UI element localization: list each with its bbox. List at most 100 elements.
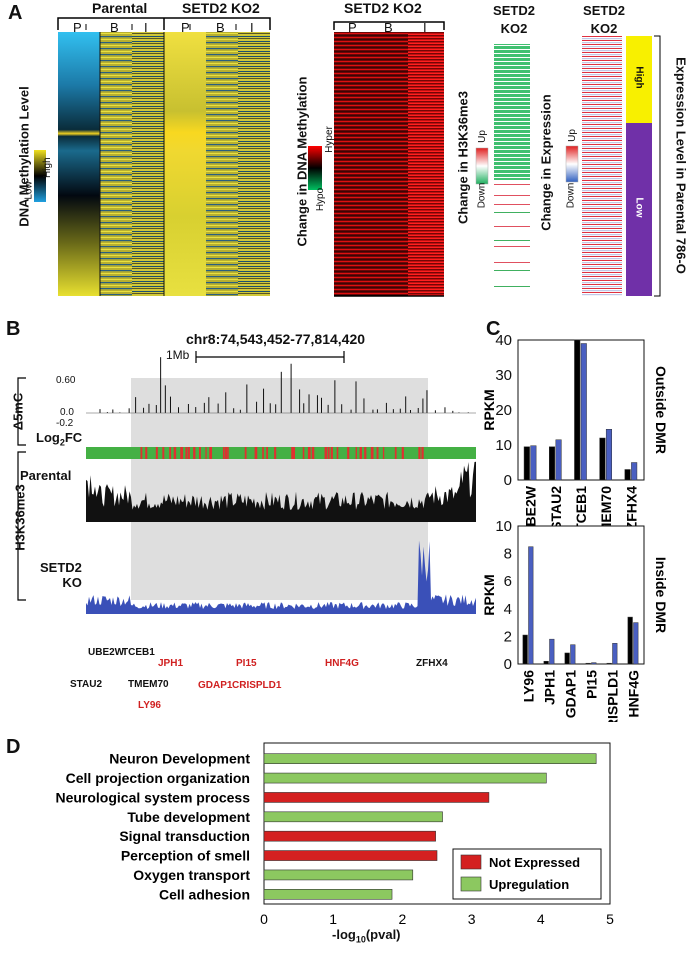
category-label: Neuron Development	[109, 751, 250, 767]
expression-down-label: Down	[565, 182, 577, 209]
heatmap2-title: SETD2 KO2	[344, 0, 422, 16]
category-label: Perception of smell	[121, 848, 250, 864]
x-tick-label: 3	[468, 911, 476, 927]
panel-a-label: A	[8, 2, 23, 24]
col-label-p2: P	[181, 20, 190, 35]
y-tick-label: 0	[504, 656, 512, 673]
expression-level-axis-label: Expression Level in Parental 786-O	[673, 57, 689, 274]
methylation-low-label: Low	[23, 181, 35, 200]
heatmap2-col-p: P	[348, 20, 357, 35]
y-tick-label: 10	[495, 437, 512, 454]
col-label-p1: P	[73, 20, 82, 35]
log2fc-bar	[180, 447, 184, 459]
bar-neuron-development	[263, 753, 597, 764]
category-label: Cell adhesion	[159, 886, 250, 902]
log2fc-bar	[376, 447, 379, 459]
gene-tmem70: TMEM70	[128, 679, 169, 690]
heatmap3-title: SETD2 KO2	[493, 3, 535, 36]
log2fc-bar	[382, 447, 385, 459]
bar-parental	[523, 446, 530, 481]
bar-parental	[549, 446, 556, 481]
y-tick-label: 0	[504, 472, 512, 489]
methylation-high-text: High	[42, 157, 53, 178]
hyper-label: Hyper	[323, 126, 335, 153]
gene-zfhx4: ZFHX4	[416, 658, 448, 669]
bar-oxygen-transport	[263, 869, 414, 881]
log2fc-bar	[330, 447, 333, 459]
legend-swatch	[460, 876, 482, 892]
log2fc-bar	[244, 447, 247, 459]
scale-bar-label: 1Mb	[166, 348, 190, 362]
delta5mc-ymax: 0.60	[56, 375, 76, 386]
bar-neurological-system-process	[263, 792, 490, 803]
y-axis-label: RPKM	[481, 574, 497, 615]
change-expression-axis-label: Change in Expression	[538, 94, 554, 231]
chart-title: Inside DMR	[653, 557, 669, 633]
log2fc-bar	[302, 447, 305, 459]
log2fc-bar	[291, 447, 294, 459]
log2fc-bar	[311, 447, 315, 459]
gene-pi15: PI15	[236, 658, 257, 669]
bar-setd2-ko	[555, 439, 562, 481]
chart-c-frame	[517, 525, 645, 665]
y-tick-label: 2	[504, 628, 512, 645]
log2fc-bar	[145, 447, 148, 459]
y-tick-label: 6	[504, 573, 512, 590]
col-label-i2: I	[250, 20, 254, 35]
category-label: Signal transduction	[119, 828, 250, 844]
gene-crispld1: CRISPLD1	[232, 680, 282, 691]
legend-label: Upregulation	[489, 877, 569, 892]
bar-parental	[522, 634, 528, 665]
category-label: CRISPLD1	[605, 670, 621, 722]
bar-setd2-ko	[612, 643, 618, 665]
panel-b-label: B	[6, 318, 21, 340]
setd2ko-track	[86, 540, 476, 614]
heatmap1-group-setd2ko: SETD2 KO2	[182, 0, 260, 16]
y-tick-label: 10	[495, 518, 512, 535]
log2fc-bar	[155, 447, 158, 459]
bar-parental	[606, 662, 612, 665]
bar-parental	[599, 437, 606, 481]
y-tick-label: 4	[504, 601, 512, 618]
bar-setd2-ko	[570, 644, 576, 665]
methylation-axis-label: DNA Methylation Level	[16, 86, 32, 227]
log2fc-bars	[140, 447, 424, 459]
bar-setd2-ko	[530, 445, 537, 481]
log2fc-bar	[225, 447, 228, 459]
log2fc-bar	[198, 447, 201, 459]
panel-b-tracks	[17, 351, 476, 614]
category-label: LY96	[521, 670, 537, 702]
bar-parental	[564, 652, 570, 665]
x-tick-label: 5	[606, 911, 614, 927]
panel-d-chart: 0 1 2 3 4 5 Neuron Development Cell projection …	[55, 742, 614, 927]
log2fc-bar	[364, 447, 367, 459]
bar-setd2-ko	[633, 622, 639, 665]
log2fc-bar	[307, 447, 311, 459]
h3k36-down-label: Down	[476, 182, 488, 209]
log2fc-bar	[370, 447, 374, 459]
log2fc-bar	[327, 447, 330, 459]
bar-cell-projection-organization	[263, 772, 547, 784]
log2fc-bar	[262, 447, 264, 459]
bar-parental	[627, 616, 633, 665]
gene-gdap1: GDAP1	[198, 680, 233, 691]
delta5mc-axis-label: Δ5mC	[10, 392, 26, 431]
panel-c-label: C	[486, 318, 501, 340]
bar-perception-of-smell	[263, 850, 438, 861]
change-methylation-axis-label: Change in DNA Methylation	[294, 76, 310, 247]
log2fc-bar	[187, 447, 190, 459]
gene-ube2w: UBE2W	[88, 647, 125, 658]
log2fc-bar	[193, 447, 196, 459]
log2fc-bar	[355, 447, 357, 459]
heatmap2-col-b: B	[384, 20, 393, 35]
x-tick-label: 2	[399, 911, 407, 927]
category-label: Neurological system process	[55, 789, 250, 805]
log2fc-bar	[293, 447, 296, 459]
change-h3k36-axis-label: Change in H3K36me3	[455, 91, 471, 224]
log2fc-bar	[274, 447, 277, 459]
x-tick-label: 4	[537, 911, 545, 927]
y-tick-label: 30	[495, 367, 512, 384]
y-axis-label: RPKM	[481, 389, 497, 430]
log2fc-bar	[205, 447, 207, 459]
